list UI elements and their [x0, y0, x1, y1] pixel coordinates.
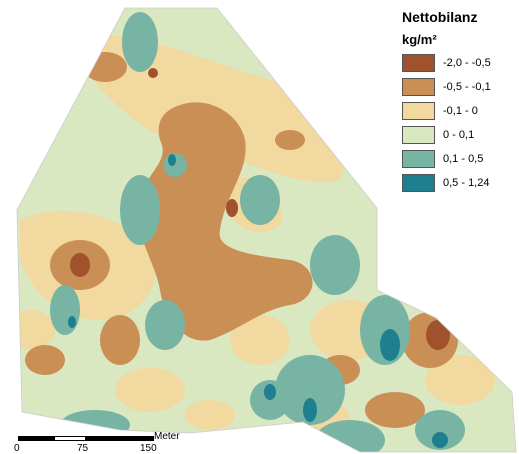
legend-item: -0,1 - 0 — [402, 101, 519, 121]
scale-bar-tick: 150 — [140, 443, 157, 454]
legend-label: 0,5 - 1,24 — [443, 177, 490, 189]
legend-label: 0,1 - 0,5 — [443, 153, 484, 165]
legend-title: Nettobilanz — [402, 9, 478, 25]
legend-list: -2,0 - -0,5 -0,5 - -0,1 -0,1 - 0 0 - 0,1… — [402, 53, 519, 193]
legend-label: -0,1 - 0 — [443, 105, 478, 117]
legend-label: 0 - 0,1 — [443, 129, 475, 141]
scale-bar-tick: 75 — [77, 443, 89, 454]
scale-bar: Meter 0 75 150 — [14, 431, 214, 454]
legend-item: 0 - 0,1 — [402, 125, 519, 145]
scale-bar-unit: Meter — [154, 431, 180, 442]
legend-swatch — [402, 54, 435, 72]
class-0.5-1.24-zones — [68, 154, 448, 448]
scale-bar-tick: 0 — [14, 443, 20, 454]
legend-label: -2,0 - -0,5 — [443, 57, 491, 69]
area-outline — [16, 7, 517, 453]
scale-bar-segment — [18, 436, 54, 441]
legend-swatch — [402, 150, 435, 168]
legend-swatch — [402, 126, 435, 144]
map-legend: Nettobilanz kg/m² -2,0 - -0,5 -0,5 - -0,… — [402, 8, 519, 197]
legend-swatch — [402, 102, 435, 120]
legend-swatch — [402, 78, 435, 96]
legend-unit: kg/m² — [402, 32, 437, 47]
legend-swatch — [402, 174, 435, 192]
legend-label: -0,5 - -0,1 — [443, 81, 491, 93]
legend-item: -2,0 - -0,5 — [402, 53, 519, 73]
legend-item: 0,5 - 1,24 — [402, 173, 519, 193]
legend-item: 0,1 - 0,5 — [402, 149, 519, 169]
scale-bar-segment — [86, 436, 154, 441]
legend-item: -0,5 - -0,1 — [402, 77, 519, 97]
scale-bar-segment — [54, 436, 86, 441]
class-minus2.0-minus0.5-zones — [70, 68, 450, 350]
